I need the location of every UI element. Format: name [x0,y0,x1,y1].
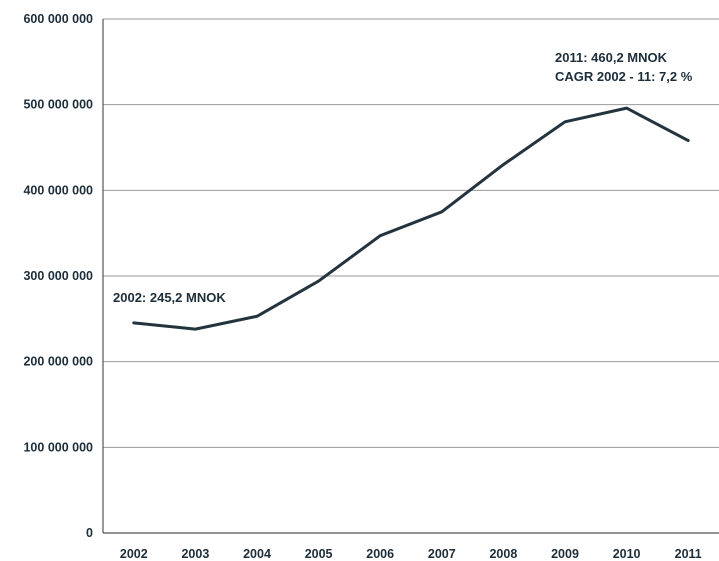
series-layer [132,106,690,331]
annotations: 2002: 245,2 MNOK 2011: 460,2 MNOK CAGR 2… [113,50,693,305]
series-line-0 [132,106,690,331]
x-tick-label-2004: 2004 [243,547,271,561]
gridlines [103,18,719,448]
x-tick-label-2008: 2008 [489,547,517,561]
x-tick-label-2007: 2007 [428,547,456,561]
x-tick-label-2011: 2011 [675,547,702,561]
y-tick-label-3: 300 000 000 [23,269,93,283]
x-tick-label-2006: 2006 [366,547,394,561]
x-tick-label-2010: 2010 [613,547,641,561]
y-tick-label-4: 400 000 000 [23,183,93,197]
x-tick-label-2009: 2009 [551,547,579,561]
x-tick-label-2005: 2005 [305,547,333,561]
y-tick-label-5: 500 000 000 [23,98,93,112]
x-tick-label-2003: 2003 [181,547,209,561]
annotation-2011: 2011: 460,2 MNOK CAGR 2002 - 11: 7,2 % [555,50,693,84]
annotation-2011-line-1: 2011: 460,2 MNOK [555,50,668,65]
annotation-2002: 2002: 245,2 MNOK [113,290,226,305]
y-tick-label-1: 100 000 000 [23,440,93,454]
axes [102,19,719,534]
y-tick-label-0: 0 [86,526,93,540]
y-tick-labels: 0 100 000 000 200 000 000 300 000 000 400 00… [23,12,93,540]
x-tick-label-2002: 2002 [120,547,148,561]
y-tick-label-6: 600 000 000 [23,12,93,26]
x-tick-labels: 2002 2003 2004 2005 2006 2007 2008 2009 2010 2011 [120,547,702,561]
y-tick-label-2: 200 000 000 [23,355,93,369]
annotation-2011-line-2: CAGR 2002 - 11: 7,2 % [555,69,693,84]
